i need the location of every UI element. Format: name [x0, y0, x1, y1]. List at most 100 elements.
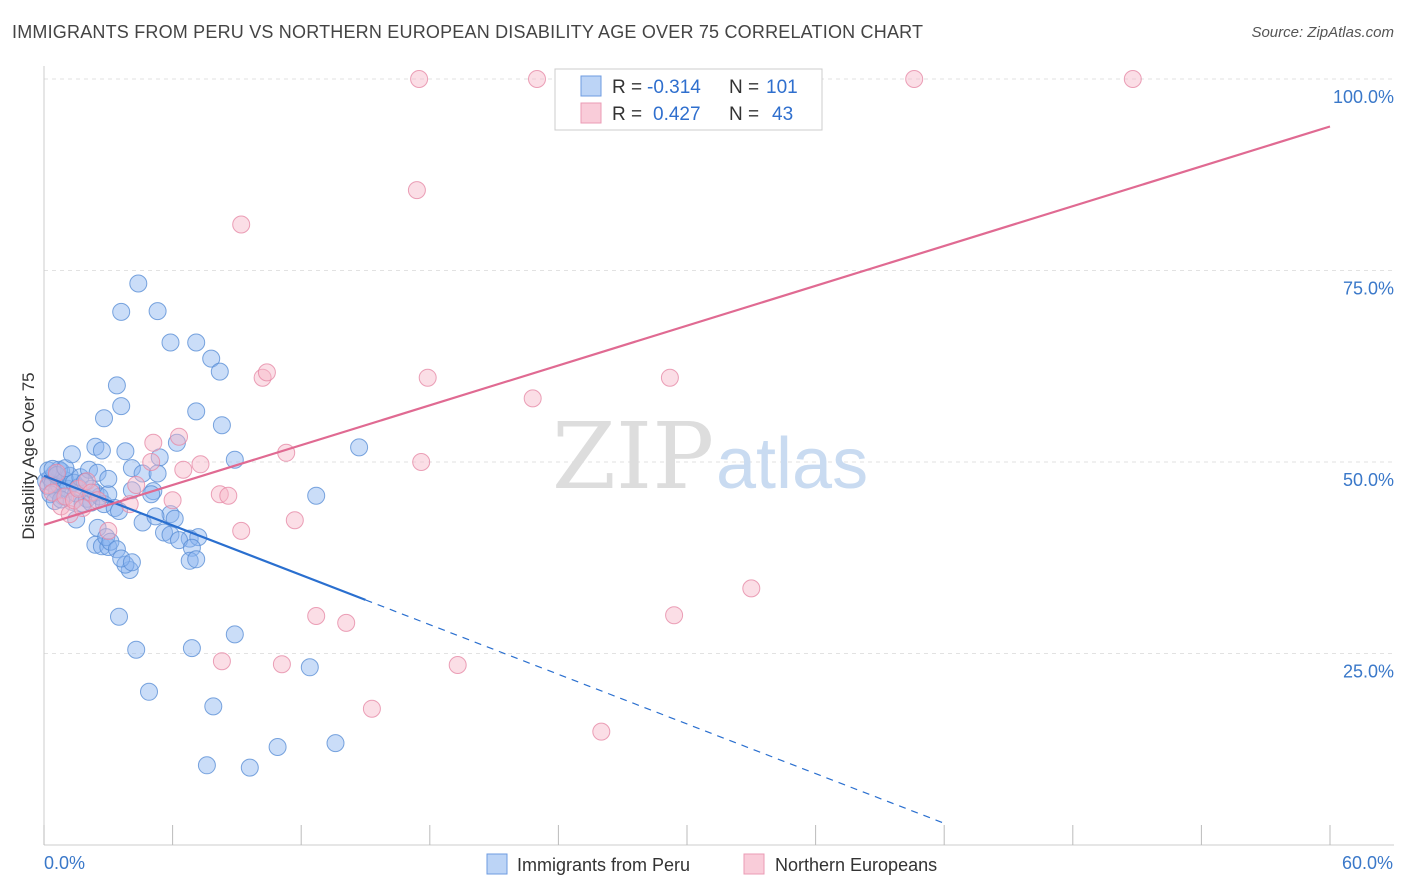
- point-series1-37: [660, 368, 679, 387]
- point-series0-46: [212, 416, 231, 435]
- point-series1-36: [592, 722, 611, 741]
- stats-legend: R = -0.314 N = 101 R = 0.427 N = 43: [554, 68, 823, 131]
- point-series1-29: [337, 613, 356, 632]
- point-series0-82: [268, 738, 287, 756]
- point-series0-88: [148, 302, 167, 321]
- point-series1-19: [174, 460, 193, 479]
- point-series1-9: [77, 472, 96, 491]
- bottom-legend: Immigrants from Peru Northern Europeans: [486, 853, 937, 875]
- point-series0-79: [300, 658, 319, 677]
- point-series0-87: [112, 302, 131, 321]
- trend-extension-series0: [365, 599, 945, 824]
- trend-lines: [43, 125, 1331, 824]
- bottom-legend-swatch-northern: [743, 853, 765, 875]
- point-series0-44: [107, 376, 126, 395]
- point-series0-84: [197, 756, 216, 775]
- bottom-legend-swatch-peru: [486, 853, 508, 875]
- point-series0-62: [107, 540, 126, 559]
- point-series0-89: [161, 333, 180, 352]
- legend-swatch-northern: [580, 102, 602, 124]
- point-series0-65: [112, 549, 131, 568]
- point-series0-80: [140, 682, 158, 701]
- point-series1-33: [418, 368, 437, 387]
- point-series0-33: [62, 445, 81, 464]
- point-series0-75: [110, 607, 128, 626]
- point-series1-39: [742, 579, 761, 598]
- point-series0-81: [204, 697, 223, 716]
- point-series1-27: [285, 511, 304, 530]
- legend-r-value-1: 0.427: [653, 104, 701, 125]
- point-series0-99: [99, 469, 118, 488]
- point-series0-66: [122, 553, 141, 572]
- point-series0-90: [187, 333, 206, 352]
- point-series1-25: [257, 363, 276, 382]
- y-tick-label-0: 25.0%: [1343, 662, 1394, 682]
- point-series1-22: [219, 486, 238, 505]
- trend-line-series0: [43, 474, 366, 601]
- point-series0-77: [127, 640, 146, 659]
- point-series0-73: [180, 551, 199, 570]
- point-series1-40: [410, 70, 429, 88]
- point-series0-42: [95, 409, 113, 428]
- point-series1-44: [407, 181, 426, 200]
- y-tick-label-2: 75.0%: [1343, 279, 1394, 299]
- point-series0-83: [326, 734, 345, 753]
- y-tick-label-3: 100.0%: [1333, 87, 1394, 107]
- legend-n-value-0: 101: [766, 77, 798, 98]
- axes: 0.0% 60.0%: [43, 66, 1394, 873]
- point-series0-91: [202, 349, 221, 368]
- legend-r-label-1: R =: [612, 104, 642, 125]
- point-series1-17: [163, 491, 182, 510]
- legend-n-label-0: N =: [729, 77, 759, 98]
- point-series0-69: [161, 525, 180, 544]
- point-series0-61: [101, 532, 120, 551]
- legend-swatch-peru: [580, 75, 602, 97]
- point-series1-43: [1123, 70, 1142, 88]
- point-series0-94: [148, 464, 167, 483]
- point-series0-95: [307, 486, 326, 505]
- trend-line-series1: [43, 125, 1331, 526]
- point-series1-18: [170, 427, 188, 446]
- point-series0-35: [92, 441, 111, 460]
- watermark-atlas: atlas: [716, 424, 868, 504]
- x-tick-label-0: 0.0%: [44, 853, 85, 873]
- point-series1-46: [212, 652, 231, 671]
- x-tick-label-1: 60.0%: [1342, 853, 1393, 873]
- point-series1-15: [142, 453, 161, 471]
- point-series0-85: [240, 758, 259, 777]
- point-series0-74: [187, 550, 206, 569]
- point-series0-45: [187, 402, 206, 421]
- point-series1-45: [232, 215, 251, 234]
- bottom-legend-label-northern: Northern Europeans: [775, 855, 937, 875]
- point-series1-23: [232, 521, 251, 540]
- point-series0-41: [350, 438, 369, 457]
- point-series1-28: [307, 607, 326, 625]
- point-series1-12: [99, 521, 118, 540]
- point-series1-14: [127, 476, 146, 494]
- point-series0-76: [225, 625, 244, 644]
- point-series1-10: [82, 483, 101, 502]
- point-series1-41: [528, 70, 546, 88]
- point-series0-37: [122, 459, 141, 478]
- chart-title: IMMIGRANTS FROM PERU VS NORTHERN EUROPEA…: [12, 22, 924, 42]
- point-series0-43: [112, 397, 131, 416]
- point-series1-38: [665, 606, 684, 625]
- point-series0-92: [210, 362, 229, 381]
- point-series0-78: [182, 639, 201, 658]
- watermark-zip: ZIP: [552, 403, 714, 510]
- legend-n-label-1: N =: [729, 104, 759, 125]
- point-series1-30: [362, 699, 381, 718]
- legend-r-label-0: R =: [612, 77, 642, 98]
- point-series1-32: [448, 656, 467, 674]
- bottom-legend-label-peru: Immigrants from Peru: [517, 855, 690, 875]
- point-series1-31: [272, 655, 291, 674]
- point-series1-42: [905, 70, 924, 88]
- watermark: ZIP atlas: [552, 403, 868, 510]
- point-series1-16: [144, 433, 163, 452]
- point-series0-58: [92, 537, 111, 556]
- y-tick-label-1: 50.0%: [1343, 470, 1394, 490]
- legend-n-value-1: 43: [772, 104, 793, 125]
- y-axis-title: Disability Age Over 75: [19, 372, 38, 539]
- point-series0-36: [116, 442, 135, 461]
